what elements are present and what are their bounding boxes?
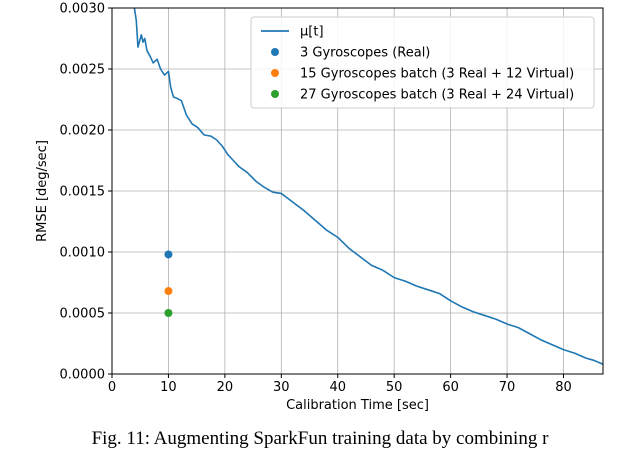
legend-point-marker (271, 69, 279, 77)
data-point-2 (164, 287, 173, 296)
legend-point-marker (271, 48, 279, 56)
legend: μ[t] 3 Gyroscopes (Real) 15 Gyroscopes bat… (250, 16, 595, 109)
x-tick-label: 70 (499, 380, 516, 395)
y-tick-label: 0.0025 (60, 63, 106, 78)
x-tick-label: 80 (555, 380, 572, 395)
x-tick-label: 50 (386, 380, 403, 395)
plot-area (133, 8, 603, 365)
legend-point-marker (271, 90, 279, 98)
x-tick-label: 20 (217, 380, 234, 395)
x-axis-label: Calibration Time [sec] (286, 398, 429, 413)
x-tick-label: 30 (273, 380, 290, 395)
x-tick-label: 60 (442, 380, 459, 395)
y-tick-label: 0.0010 (60, 246, 106, 261)
series-line-mu (133, 8, 603, 365)
y-tick-label: 0.0030 (60, 2, 106, 17)
y-tick-label: 0.0020 (60, 124, 106, 139)
legend-box (250, 16, 595, 109)
data-point-3 (164, 309, 173, 317)
y-axis: 0.0000 0.0005 0.0010 0.0015 0.0020 0.0025 0.00… (60, 2, 112, 383)
x-tick-label: 40 (329, 380, 346, 395)
legend-entry-label: 3 Gyroscopes (Real) (300, 46, 430, 61)
y-tick-label: 0.0015 (60, 185, 106, 200)
y-tick-label: 0.0000 (60, 368, 106, 383)
chart: 0 10 20 30 40 50 60 70 80 0.00000.00050.00100.00… (35, 2, 604, 413)
legend-entry-label: 15 Gyroscopes batch (3 Real + 12 Virtual… (300, 67, 574, 82)
x-tick-label: 10 (160, 380, 177, 395)
legend-entry-label: 27 Gyroscopes batch (3 Real + 24 Virtual… (300, 88, 574, 103)
x-axis: 0 10 20 30 40 50 60 70 80 (108, 374, 572, 395)
x-tick-label: 0 (108, 380, 116, 395)
figure-caption: Fig. 11: Augmenting SparkFun training da… (91, 428, 549, 449)
y-axis-label: RMSE [deg/sec] (35, 140, 50, 242)
legend-entry-label: μ[t] (300, 25, 324, 40)
data-point-1 (164, 250, 173, 259)
y-tick-label: 0.0005 (60, 307, 106, 322)
